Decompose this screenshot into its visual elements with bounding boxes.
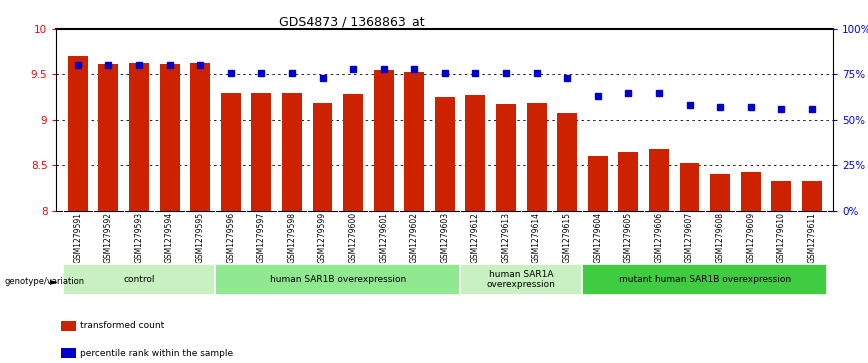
- Bar: [343, 94, 363, 211]
- Text: control: control: [123, 275, 155, 284]
- Bar: [552, 211, 582, 263]
- Bar: [522, 211, 552, 263]
- Text: genotype/variation: genotype/variation: [4, 277, 84, 286]
- Text: GSM1279615: GSM1279615: [562, 212, 572, 263]
- Text: GSM1279600: GSM1279600: [349, 212, 358, 263]
- Bar: [124, 211, 155, 263]
- Bar: [246, 211, 277, 263]
- Bar: [618, 151, 638, 211]
- Bar: [252, 93, 272, 211]
- Bar: [155, 211, 185, 263]
- Bar: [435, 97, 455, 211]
- Bar: [705, 211, 735, 263]
- Bar: [160, 64, 180, 211]
- Bar: [557, 113, 577, 211]
- Bar: [797, 211, 827, 263]
- Text: transformed count: transformed count: [80, 322, 164, 330]
- Bar: [68, 56, 88, 211]
- Bar: [98, 64, 118, 211]
- Bar: [680, 163, 700, 211]
- Bar: [465, 95, 485, 211]
- Text: GSM1279604: GSM1279604: [593, 212, 602, 263]
- Bar: [490, 211, 522, 263]
- Bar: [740, 171, 760, 211]
- Text: GSM1279597: GSM1279597: [257, 212, 266, 263]
- Bar: [399, 211, 430, 263]
- Text: GSM1279614: GSM1279614: [532, 212, 541, 263]
- Bar: [404, 72, 424, 211]
- Text: GSM1279613: GSM1279613: [502, 212, 510, 263]
- Text: GSM1279611: GSM1279611: [807, 212, 817, 263]
- Bar: [368, 211, 399, 263]
- Text: ►: ►: [50, 276, 58, 286]
- Text: GSM1279602: GSM1279602: [410, 212, 418, 263]
- Bar: [129, 62, 149, 211]
- Text: human SAR1B overexpression: human SAR1B overexpression: [270, 275, 406, 284]
- Bar: [644, 211, 674, 263]
- Text: GSM1279605: GSM1279605: [624, 212, 633, 263]
- Text: GSM1279608: GSM1279608: [715, 212, 725, 263]
- Bar: [710, 174, 730, 211]
- Text: GSM1279609: GSM1279609: [746, 212, 755, 263]
- Bar: [588, 156, 608, 211]
- Bar: [220, 93, 240, 211]
- Text: GSM1279601: GSM1279601: [379, 212, 388, 263]
- Bar: [374, 70, 393, 211]
- Bar: [190, 62, 210, 211]
- Text: GSM1279595: GSM1279595: [195, 212, 205, 263]
- Text: GSM1279599: GSM1279599: [318, 212, 327, 263]
- Text: mutant human SAR1B overexpression: mutant human SAR1B overexpression: [619, 275, 791, 284]
- Text: GSM1279612: GSM1279612: [471, 212, 480, 263]
- Bar: [93, 211, 124, 263]
- Bar: [215, 211, 246, 263]
- Bar: [766, 211, 797, 263]
- Text: human SAR1A
overexpression: human SAR1A overexpression: [487, 270, 556, 289]
- Bar: [338, 211, 368, 263]
- Text: GSM1279603: GSM1279603: [440, 212, 450, 263]
- Bar: [282, 93, 302, 211]
- Bar: [277, 211, 307, 263]
- Text: GSM1279594: GSM1279594: [165, 212, 174, 263]
- Bar: [649, 149, 669, 211]
- Bar: [582, 265, 827, 294]
- Bar: [772, 180, 792, 211]
- Bar: [430, 211, 460, 263]
- Bar: [185, 211, 215, 263]
- Text: GSM1279592: GSM1279592: [104, 212, 113, 263]
- Text: GSM1279591: GSM1279591: [73, 212, 82, 263]
- Bar: [496, 104, 516, 211]
- Bar: [460, 265, 582, 294]
- Bar: [582, 211, 613, 263]
- Bar: [674, 211, 705, 263]
- Bar: [62, 265, 215, 294]
- Text: GSM1279606: GSM1279606: [654, 212, 663, 263]
- Bar: [527, 102, 547, 211]
- Text: percentile rank within the sample: percentile rank within the sample: [80, 349, 233, 358]
- Bar: [802, 180, 822, 211]
- Text: GSM1279598: GSM1279598: [287, 212, 297, 263]
- Text: GSM1279593: GSM1279593: [135, 212, 143, 263]
- Bar: [307, 211, 338, 263]
- Bar: [62, 211, 93, 263]
- Bar: [613, 211, 644, 263]
- Text: GSM1279596: GSM1279596: [227, 212, 235, 263]
- Bar: [735, 211, 766, 263]
- Title: GDS4873 / 1368863_at: GDS4873 / 1368863_at: [279, 15, 424, 28]
- Text: GSM1279607: GSM1279607: [685, 212, 694, 263]
- Bar: [215, 265, 460, 294]
- Bar: [312, 103, 332, 211]
- Bar: [460, 211, 490, 263]
- Text: GSM1279610: GSM1279610: [777, 212, 786, 263]
